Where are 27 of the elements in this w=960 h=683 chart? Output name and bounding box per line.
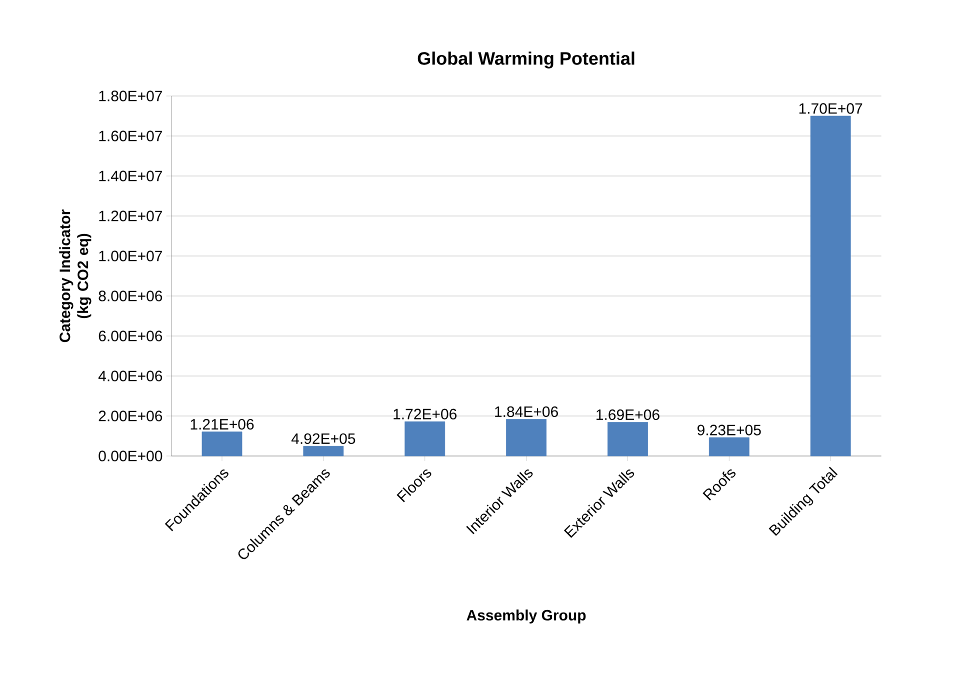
y-tick-label: 0.00E+00 bbox=[98, 450, 162, 462]
y-tick-label: 1.00E+07 bbox=[99, 250, 162, 262]
y-tick-label: 1.80E+07 bbox=[99, 90, 162, 102]
bar bbox=[202, 432, 242, 456]
bar bbox=[608, 422, 648, 456]
y-tick-label: 1.20E+07 bbox=[99, 210, 162, 222]
data-label: 9.23E+05 bbox=[698, 424, 761, 436]
y-axis-title: Category Indicator (kg CO2 eq) bbox=[59, 210, 92, 342]
y-tick-label: 2.00E+06 bbox=[98, 410, 162, 422]
data-label: 1.72E+06 bbox=[394, 408, 457, 420]
data-label: 1.21E+06 bbox=[190, 418, 254, 430]
data-label: 1.69E+06 bbox=[596, 409, 660, 420]
x-axis-title: Assembly Group bbox=[466, 610, 586, 624]
y-tick-label: 1.40E+07 bbox=[99, 170, 162, 182]
bar bbox=[810, 116, 851, 456]
y-tick-label: 1.60E+07 bbox=[99, 130, 162, 142]
bar bbox=[506, 419, 546, 456]
data-label: 1.70E+07 bbox=[799, 103, 862, 114]
bar bbox=[303, 446, 344, 456]
bar bbox=[708, 437, 750, 456]
data-label: 1.84E+06 bbox=[495, 406, 558, 417]
data-label: 4.92E+05 bbox=[291, 433, 356, 444]
bar bbox=[404, 421, 446, 456]
chart-title: Global Warming Potential bbox=[418, 52, 634, 68]
y-tick-label: 8.00E+06 bbox=[98, 290, 162, 302]
y-tick-label: 6.00E+06 bbox=[98, 330, 162, 342]
y-tick-label: 4.00E+06 bbox=[98, 370, 162, 382]
